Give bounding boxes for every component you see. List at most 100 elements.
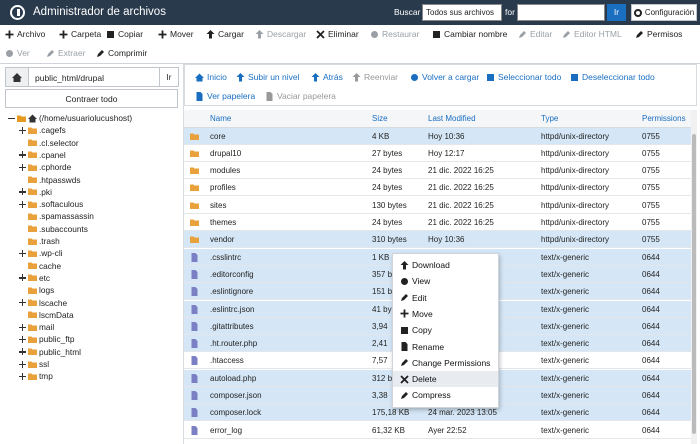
column-header[interactable]: Type [541,114,559,123]
file-row[interactable]: modules 24 bytes 21 dic. 2022 16:25 httpd/u… [184,162,691,180]
tree-item[interactable]: public_ftp [19,334,75,344]
menu-item[interactable]: Download [393,257,498,273]
tree-toggle[interactable] [19,200,26,208]
file-row[interactable]: themes 24 bytes 21 dic. 2022 16:25 httpd/un… [184,214,691,231]
icon [190,202,199,209]
tree-item[interactable]: cache [19,261,61,271]
toolbar-button[interactable]: Eliminar [316,29,359,39]
path-go[interactable]: Ir [159,67,179,87]
toggle-v [22,299,24,306]
nav-button[interactable]: Ver papelera [195,91,255,101]
toolbar-button[interactable]: Permisos [635,29,682,39]
settings-button[interactable]: Configuración [631,4,697,21]
nav-label: Seleccionar todo [498,72,562,82]
toolbar-button[interactable]: Cargar [206,29,244,39]
nav-button[interactable]: Atrás [311,72,343,82]
column-header[interactable]: Permissions [642,114,686,123]
search-input[interactable] [517,4,605,21]
tree-item[interactable]: etc [19,273,50,283]
tree-toggle[interactable] [19,299,26,306]
column-header[interactable]: Last Modified [428,114,476,123]
scroll-thumb[interactable] [692,134,696,434]
for-label: for [505,7,515,17]
toolbar-button[interactable]: Copiar [106,29,143,39]
icon [97,49,104,57]
tree-item[interactable]: public_html [19,347,81,357]
tree-toggle[interactable] [19,372,26,380]
file-row[interactable]: vendor 310 bytes Hoy 10:36 httpd/unix-direc… [184,231,691,249]
tree-item[interactable]: .spamassassin [19,211,94,221]
home-button[interactable] [5,67,29,87]
nav-button[interactable]: Seleccionar todo [486,72,561,82]
file-row[interactable]: sites 130 bytes 21 dic. 2022 16:25 httpd/un… [184,197,691,214]
tree-item[interactable]: logs [19,285,54,295]
menu-label: Move [412,308,433,319]
nav-button[interactable]: Volver a cargar [410,72,479,82]
toolbar-button[interactable]: Archivo [5,29,45,39]
tree-toggle[interactable] [19,163,26,171]
toggle-h [8,117,15,119]
tree-item[interactable]: .subaccounts [19,224,88,234]
toolbar-button[interactable]: Cambiar nombre [432,29,507,39]
tree-toggle[interactable] [19,249,26,257]
nav-button[interactable]: Inicio [195,72,227,82]
search-scope[interactable]: Todos sus archivos [422,4,502,21]
file-row[interactable]: profiles 24 bytes 21 dic. 2022 16:25 httpd/… [184,179,691,197]
tree-item[interactable]: ssl [19,359,49,369]
tree-item[interactable]: .cphorde [19,162,71,172]
tree-toggle[interactable] [19,348,26,356]
search-go[interactable]: Ir [607,4,626,21]
tree-item[interactable]: tmp [19,371,53,381]
file-row[interactable]: composer.lock 175,18 KB 24 mar. 2023 13:05… [184,404,691,422]
menu-item[interactable]: Rename [393,339,498,355]
menu-item[interactable]: Copy [393,322,498,338]
path-input[interactable]: public_html/drupal [28,67,160,87]
menu-label: Copy [412,325,432,336]
cell-size: 61,32 KB [372,425,405,435]
tree-item[interactable]: .cl.selector [19,138,79,148]
column-header[interactable]: Size [372,114,388,123]
nav-button[interactable]: Deseleccionar todo [570,72,655,82]
tree-item[interactable]: .cpanel [19,150,66,160]
file-row[interactable]: core 4 KB Hoy 10:36 httpd/unix-directory 075… [184,127,691,145]
file-row[interactable]: drupal10 27 bytes Hoy 12:17 httpd/unix-dire… [184,145,691,162]
menu-item[interactable]: Delete [393,371,498,388]
tree-item[interactable]: mail [19,322,54,332]
tree-item[interactable]: .wp-cli [19,248,63,258]
menu-item[interactable]: Compress [393,387,498,403]
tree-item[interactable]: .cagefs [19,125,66,135]
collapse-button[interactable]: Contraer todo [5,89,178,108]
toolbar-button[interactable]: Comprimir [96,48,147,58]
tree-toggle[interactable] [19,151,26,159]
file-row[interactable]: error_log 61,32 KB Ayer 22:52 text/x-generi… [184,422,691,439]
menu-item[interactable]: Move [393,306,498,322]
tree-item[interactable]: .softaculous [19,199,83,209]
tree-item[interactable]: .pki [19,187,52,197]
toolbar-button: Editor HTML [562,29,622,39]
cell-name: .ht.router.php [210,339,258,349]
menu-item[interactable]: View [393,273,498,289]
nav-button[interactable]: Subir un nivel [236,72,300,82]
tree-toggle[interactable] [19,274,26,282]
menu-item[interactable]: Edit [393,290,498,306]
toolbar-button[interactable]: Carpeta [59,29,101,39]
column-header[interactable]: Name [210,114,232,123]
tree-toggle[interactable] [19,188,26,196]
icon [196,91,203,101]
toolbar-label: Ver [17,48,30,58]
tree-toggle[interactable] [19,126,26,134]
icon [401,391,408,399]
menu-item[interactable]: Change Permissions [393,355,498,371]
toolbar-button[interactable]: Mover [158,29,194,39]
tree-item[interactable]: (/home/usuariolucushost) [8,113,132,123]
tree-toggle[interactable] [8,115,15,122]
tree-item[interactable]: lscmData [19,310,74,320]
cell-size: 1 KB [372,252,390,262]
tree-label: .cl.selector [39,137,79,148]
tree-item[interactable]: .htpasswds [19,175,81,185]
tree-item[interactable]: lscache [19,298,67,308]
tree-toggle[interactable] [19,335,26,343]
tree-toggle[interactable] [19,323,26,331]
tree-item[interactable]: .trash [19,236,60,246]
tree-toggle[interactable] [19,360,26,368]
